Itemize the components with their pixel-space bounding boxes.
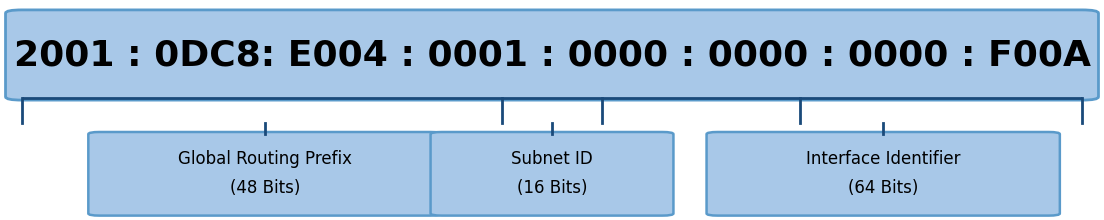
FancyBboxPatch shape	[6, 10, 1098, 100]
FancyBboxPatch shape	[431, 132, 673, 216]
Text: Global Routing Prefix
(48 Bits): Global Routing Prefix (48 Bits)	[178, 150, 352, 197]
FancyBboxPatch shape	[707, 132, 1060, 216]
Text: Interface Identifier
(64 Bits): Interface Identifier (64 Bits)	[806, 150, 960, 197]
Text: Subnet ID
(16 Bits): Subnet ID (16 Bits)	[511, 150, 593, 197]
Text: 2001 : 0DC8: E004 : 0001 : 0000 : 0000 : 0000 : F00A: 2001 : 0DC8: E004 : 0001 : 0000 : 0000 :…	[13, 38, 1091, 72]
FancyBboxPatch shape	[88, 132, 442, 216]
